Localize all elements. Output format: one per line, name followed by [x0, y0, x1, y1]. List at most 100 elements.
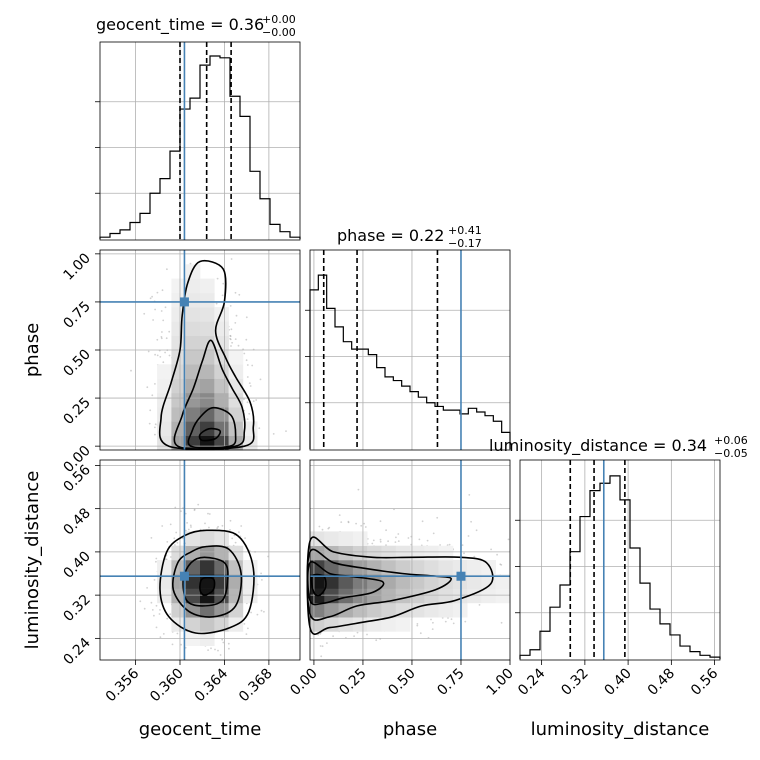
gt_ph-contour-2	[187, 406, 237, 449]
luminosity-distance-histogram-panel: luminosity_distance = 0.34 +0.06 −0.05	[489, 434, 748, 661]
ph_ld-sample	[372, 539, 375, 542]
gt_ph-density-cell	[200, 335, 215, 351]
ph_ld-sample	[426, 539, 429, 542]
ph_ld-sample	[416, 623, 419, 625]
gt_ld-sample	[233, 534, 236, 537]
gt_ph-density-cell	[214, 421, 229, 436]
ph_ld-sample	[432, 621, 434, 624]
gt_ph-sample	[238, 293, 241, 296]
x-axis-label-phase: phase	[383, 719, 437, 740]
gt_ph-sample	[160, 310, 163, 312]
phase-vs-luminosity-distance-frame	[309, 459, 511, 661]
gt_ph-density-cell	[185, 278, 201, 294]
geocent-time-vs-phase-density	[157, 264, 258, 451]
gt_ld-sample	[150, 537, 153, 539]
ph_ld-sample	[328, 526, 331, 529]
ph_ld-sample	[317, 633, 320, 636]
gt_ph-sample	[272, 433, 275, 435]
phase-ytick-label-4: 1.00	[60, 250, 93, 283]
phase-histogram-grid	[310, 250, 510, 450]
ph_ld-sample	[357, 488, 360, 491]
gt_ld-density-cell	[228, 602, 244, 618]
ph_ld-sample	[478, 604, 481, 606]
ph_ld-density-cell	[395, 560, 411, 575]
ph_ld-density-cell	[338, 545, 354, 561]
geocent-time-histogram-yticks	[95, 101, 100, 194]
luminosity-distance-histogram-grid	[520, 460, 720, 660]
gt_ld-sample	[176, 632, 179, 635]
gt_ld-sample	[216, 527, 219, 529]
ph_ld-sample	[500, 564, 503, 566]
ph_ld-sample	[450, 618, 453, 621]
ph_ld-density-cell	[495, 574, 511, 589]
ph_ld-sample	[340, 521, 343, 523]
ph_ld-sample	[395, 536, 397, 539]
gt_ld-sample	[229, 519, 232, 522]
gt_ld-density-cell	[157, 560, 172, 575]
gt_ph-sample	[162, 319, 165, 322]
gt_ph-sample	[151, 295, 154, 298]
geocent-time-vs-phase-panel: 0.000.250.500.751.00	[60, 249, 301, 476]
gt_ph-sample	[252, 400, 255, 403]
gt_ld-sample	[150, 601, 153, 604]
phase-histogram-frame	[309, 249, 511, 451]
ph_ld-density-cell	[352, 545, 368, 561]
gt_ld-sample	[153, 579, 156, 581]
gt_ld-sample	[166, 541, 169, 543]
gt_ph-sample	[249, 385, 252, 387]
gt_ld-sample	[234, 541, 237, 544]
ph_ld-density-cell	[395, 588, 411, 604]
gt_ld-sample	[217, 525, 220, 528]
ph_ld-truth-marker	[456, 571, 466, 581]
ph_ld-sample	[379, 540, 382, 543]
gt_ph-sample	[221, 294, 224, 297]
phase-ytick-label-3: 0.75	[60, 298, 93, 331]
ph_ld-sample	[366, 633, 368, 636]
gt_ph-sample	[235, 314, 238, 317]
gt_ld-sample	[155, 604, 158, 607]
gt_ld-density-cell	[228, 560, 244, 575]
ph_ld-sample	[452, 622, 455, 625]
gt_ph-density-cell	[200, 321, 215, 336]
ph_ld-sample	[432, 532, 435, 535]
ph_ld-sample	[470, 520, 472, 523]
gt_ph-sample	[258, 427, 261, 430]
ph_ld-sample	[338, 514, 341, 516]
gt_ld-sample	[153, 614, 155, 617]
gt_ld-density-cell	[185, 617, 201, 632]
ph_ld-density-cell	[381, 588, 396, 604]
gt_ld-sample	[165, 558, 168, 561]
ph_ld-sample	[507, 538, 510, 541]
geocent-time-quantiles	[179, 42, 232, 240]
ph_ld-sample	[430, 618, 432, 621]
gt_ph-density-cell	[185, 264, 201, 279]
gt_ph-density-cell	[200, 392, 215, 408]
ph_ld-sample	[363, 522, 365, 525]
ph_ld-sample	[375, 639, 378, 642]
gt_ld-sample	[214, 648, 216, 651]
ph_ld-density-cell	[438, 602, 454, 618]
phase-xtick-label-0: 0.00	[287, 666, 320, 699]
gt_ld-sample	[245, 633, 248, 635]
ph_ld-sample	[416, 624, 419, 627]
ph_ld-density-cell	[424, 560, 439, 575]
gt_ph-sample	[160, 337, 163, 340]
ph_ld-sample	[496, 553, 498, 556]
geocent-time-histogram-frame	[99, 41, 301, 241]
ph_ld-sample	[321, 528, 324, 531]
gt_ph-density-cell	[185, 321, 201, 336]
ph_ld-sample	[467, 535, 470, 537]
ph_ld-contour-2	[307, 560, 385, 606]
x-axis-label-geocent-time: geocent_time	[139, 719, 262, 740]
gt_ph-sample	[130, 369, 132, 372]
ph_ld-sample	[319, 632, 322, 635]
gt_ph-density-cell	[185, 350, 201, 365]
ph_ld-sample	[436, 516, 439, 519]
gt_ph-sample	[161, 289, 164, 292]
ph_ld-sample	[394, 541, 397, 543]
phase-ytick-label-1: 0.25	[60, 395, 93, 428]
gt_ph-sample	[231, 341, 234, 344]
gt_ld-sample	[243, 623, 246, 625]
gt_ld-sample	[193, 509, 196, 512]
ph_ld-density-cell	[381, 602, 396, 618]
